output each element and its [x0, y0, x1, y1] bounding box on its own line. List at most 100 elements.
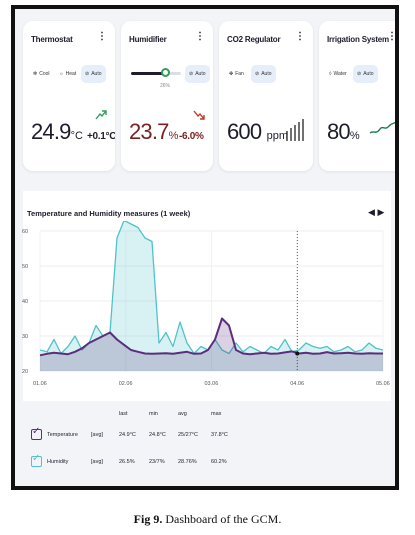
- co2-value: 600 ppm: [227, 121, 288, 147]
- stats-header-last: last: [119, 411, 128, 417]
- stats-row-humidity-tag: [avg]: [91, 459, 103, 465]
- humidifier-value: 23.7%: [129, 121, 178, 147]
- irrigation-value: 80%: [327, 121, 360, 147]
- chevron-left-icon[interactable]: ◀: [368, 207, 375, 217]
- y-tick-label: 30: [22, 334, 28, 340]
- stats-row-humidity-max: 60.2%: [211, 459, 227, 465]
- figure-caption: Fig 9. Dashboard of the GCM.: [0, 512, 415, 527]
- chevron-right-icon[interactable]: ▶: [377, 207, 385, 217]
- auto-icon: ⊘: [189, 71, 194, 77]
- humidifier-card: Humidifier ⋮ 26% ⊘ Auto 23.7% -6.0%: [121, 21, 213, 171]
- humidifier-delta: -6.0%: [179, 131, 204, 142]
- x-tick-label: 04.06: [290, 381, 304, 387]
- humidifier-auto-label: Auto: [195, 71, 206, 77]
- mode-fan-label: Fan: [235, 71, 244, 77]
- mode-heat-button[interactable]: ☼ Heat: [55, 65, 80, 83]
- humidity-slider-handle[interactable]: [161, 68, 170, 77]
- mode-auto-label: Auto: [91, 71, 102, 77]
- thermostat-delta: +0.1°C: [87, 131, 115, 142]
- water-drop-icon: ◊: [329, 71, 332, 77]
- x-tick-label: 03.06: [205, 381, 219, 387]
- y-tick-label: 40: [22, 299, 28, 305]
- humidity-slider-track: [165, 72, 181, 75]
- y-tick-label: 50: [22, 264, 28, 270]
- stats-row-humidity-min: 23/7%: [149, 459, 165, 465]
- stats-header-max: max: [211, 411, 222, 417]
- check-icon: ✓: [32, 453, 41, 464]
- co2-auto-button[interactable]: ⊘ Auto: [251, 65, 276, 83]
- mode-water-label: Water: [333, 71, 347, 77]
- thermostat-value: 24.9°C: [31, 121, 83, 147]
- co2-auto-label: Auto: [261, 71, 272, 77]
- humidifier-menu-icon[interactable]: ⋮: [195, 31, 205, 42]
- fan-icon: ✤: [229, 71, 234, 77]
- auto-icon: ⊘: [255, 71, 260, 77]
- humidity-level-label: 26%: [160, 83, 171, 89]
- irrigation-value-unit: %: [349, 130, 360, 142]
- hover-cursor-point: [295, 351, 300, 356]
- temperature-series-line: [39, 317, 383, 357]
- thermostat-title: Thermostat: [31, 35, 73, 44]
- thermostat-menu-icon[interactable]: ⋮: [97, 31, 107, 42]
- trend-up-icon: [95, 110, 107, 120]
- thermostat-card: Thermostat ⋮ ✻ Cool ☼ Heat ⊘ Auto 24.9°C…: [23, 21, 115, 171]
- humidifier-value-unit: %: [168, 130, 179, 142]
- humidifier-value-number: 23.7: [129, 119, 169, 144]
- x-tick-label: 02.06: [119, 381, 133, 387]
- stats-row-temperature-name: Temperature: [47, 432, 78, 438]
- auto-icon: ⊘: [85, 71, 90, 77]
- irrigation-menu-icon[interactable]: ⋮: [387, 31, 397, 42]
- irrigation-auto-label: Auto: [363, 71, 374, 77]
- sun-icon: ☼: [59, 71, 64, 77]
- signal-bars-icon: [286, 119, 304, 141]
- thermostat-value-number: 24.9: [31, 119, 71, 144]
- chart-nav: ◀ ▶: [368, 207, 384, 218]
- irrigation-title: Irrigation System: [327, 35, 389, 44]
- stats-row-humidity-avg: 28.76%: [178, 459, 197, 465]
- humidity-series-area: [40, 221, 383, 371]
- humidifier-title: Humidifier: [129, 35, 167, 44]
- device-cards: Thermostat ⋮ ✻ Cool ☼ Heat ⊘ Auto 24.9°C…: [23, 21, 397, 171]
- co2-value-unit: ppm: [266, 130, 289, 142]
- humidity-slider-track-filled: [131, 72, 165, 75]
- check-icon: ✓: [32, 426, 41, 437]
- co2-title: CO2 Regulator: [227, 35, 281, 44]
- temperature-checkbox[interactable]: [31, 429, 42, 440]
- mode-cool-label: Cool: [39, 71, 50, 77]
- co2-menu-icon[interactable]: ⋮: [295, 31, 305, 42]
- thermostat-value-unit: °C: [70, 130, 83, 142]
- stats-header-min: min: [149, 411, 158, 417]
- chart-title: Temperature and Humidity measures (1 wee…: [27, 209, 191, 218]
- stats-row-humidity-last: 26.5%: [119, 459, 135, 465]
- irrigation-auto-button[interactable]: ⊘ Auto: [353, 65, 378, 83]
- co2-value-number: 600: [227, 119, 262, 144]
- trend-sparkline-icon: [369, 121, 395, 134]
- stats-row-humidity-name: Humidity: [47, 459, 69, 465]
- mode-auto-button[interactable]: ⊘ Auto: [81, 65, 106, 83]
- stats-row-temperature-last: 24.9°C: [119, 432, 136, 438]
- mode-cool-button[interactable]: ✻ Cool: [29, 65, 54, 83]
- irrigation-card: Irrigation System ⋮ ◊ Water ⊘ Auto 80%: [319, 21, 397, 171]
- co2-card: CO2 Regulator ⋮ ✤ Fan ⊘ Auto 600 ppm: [219, 21, 313, 171]
- mode-heat-label: Heat: [65, 71, 77, 77]
- stats-row-temperature-avg: 25/27°C: [178, 432, 198, 438]
- stats-header-avg: avg: [178, 411, 187, 417]
- auto-icon: ⊘: [357, 71, 362, 77]
- temperature-humidity-chart: 60 50 40 30 20 01.06 02.06 03.06 04.06 05.06: [22, 221, 390, 387]
- stats-row-temperature-tag: [avg]: [91, 432, 103, 438]
- chart-panel: [23, 191, 391, 401]
- humidifier-auto-button[interactable]: ⊘ Auto: [185, 65, 210, 83]
- stats-row-temperature-max: 37.8°C: [211, 432, 228, 438]
- figure-caption-text: Dashboard of the GCM.: [165, 512, 282, 526]
- humidity-checkbox[interactable]: [31, 456, 42, 467]
- x-tick-label: 05.06: [376, 381, 390, 387]
- figure-caption-label: Fig 9.: [133, 512, 163, 526]
- y-tick-label: 20: [22, 369, 28, 375]
- y-tick-label: 60: [22, 229, 28, 235]
- trend-down-icon: [193, 110, 205, 120]
- stats-row-temperature-min: 24.8°C: [149, 432, 166, 438]
- x-tick-label: 01.06: [33, 381, 47, 387]
- irrigation-value-number: 80: [327, 119, 351, 144]
- mode-water-button[interactable]: ◊ Water: [325, 65, 351, 83]
- mode-fan-button[interactable]: ✤ Fan: [225, 65, 248, 83]
